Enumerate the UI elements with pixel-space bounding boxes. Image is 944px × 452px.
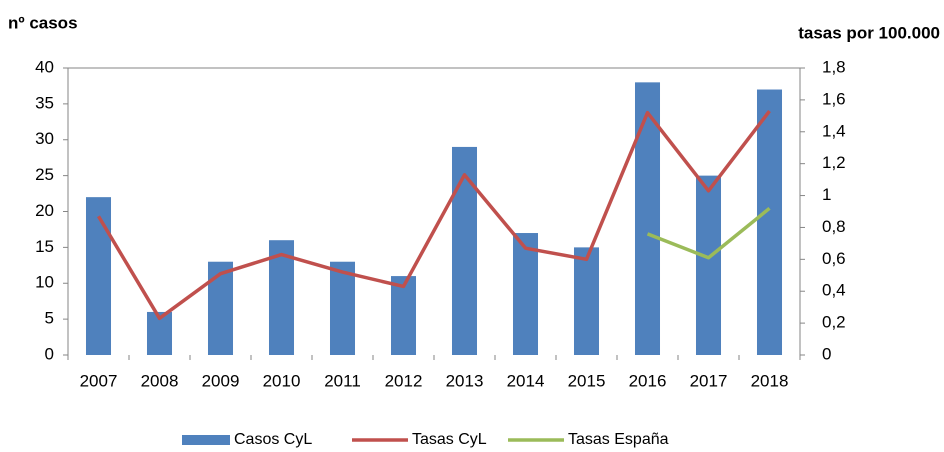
x-tick-label: 2007 [80, 371, 118, 390]
bar [634, 82, 661, 355]
y-tick-label: 5 [45, 309, 54, 328]
y2-tick-label: 0,8 [822, 217, 846, 236]
y-tick-label: 15 [35, 237, 54, 256]
legend-swatch [182, 435, 230, 445]
line [96, 109, 771, 321]
y-tick-label: 10 [35, 273, 54, 292]
y2-tick-label: 1 [822, 185, 831, 204]
x-tick-label: 2013 [446, 371, 484, 390]
y-tick-label: 0 [45, 344, 54, 363]
y-tick-label: 30 [35, 129, 54, 148]
x-tick-label: 2012 [385, 371, 423, 390]
bar [268, 240, 295, 355]
legend-label: Tasas CyL [412, 431, 487, 448]
y2-tick-label: 1,2 [822, 153, 846, 172]
x-tick-label: 2018 [751, 371, 789, 390]
bar [512, 233, 539, 355]
y2-tick-label: 1,4 [822, 121, 846, 140]
bar [695, 175, 722, 355]
x-tick-label: 2011 [324, 371, 361, 390]
y2-tick-label: 0,6 [822, 249, 846, 268]
y-tick-label: 40 [35, 57, 54, 76]
x-tick-label: 2017 [690, 371, 728, 390]
bar [207, 261, 234, 355]
bar [756, 89, 783, 356]
legend-label: Casos CyL [234, 431, 312, 448]
bar [451, 146, 478, 355]
y-tick-label: 35 [35, 93, 54, 112]
bar [329, 261, 356, 355]
x-tick-label: 2008 [141, 371, 179, 390]
line [646, 206, 771, 260]
x-tick-label: 2009 [202, 371, 240, 390]
bar [573, 247, 600, 355]
bar [85, 197, 112, 355]
x-tick-label: 2014 [507, 371, 545, 390]
y2-tick-label: 0,2 [822, 313, 846, 332]
y2-tick-label: 0,4 [822, 281, 846, 300]
bar [390, 276, 417, 355]
y2-tick-label: 1,6 [822, 89, 846, 108]
y-tick-label: 20 [35, 201, 54, 220]
y-tick-label: 25 [35, 165, 54, 184]
y2-axis-label: tasas por 100.000 [798, 23, 940, 42]
y2-tick-label: 0 [822, 344, 831, 363]
x-tick-label: 2016 [629, 371, 667, 390]
legend-label: Tasas España [568, 431, 669, 448]
x-tick-label: 2010 [263, 371, 301, 390]
y-axis-label: nº casos [8, 13, 78, 32]
x-tick-label: 2015 [568, 371, 606, 390]
y2-tick-label: 1,8 [822, 57, 846, 76]
